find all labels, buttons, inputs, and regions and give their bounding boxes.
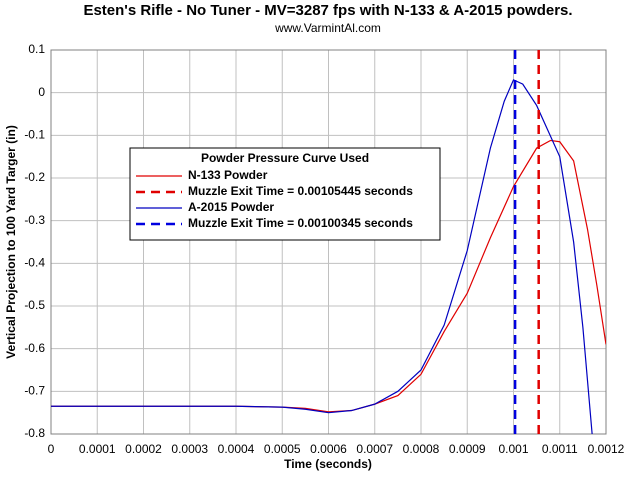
legend-label: A-2015 Powder (188, 200, 274, 214)
x-tick-label: 0.0006 (310, 442, 347, 456)
y-tick-label: -0.6 (24, 341, 45, 355)
x-tick-label: 0.0001 (79, 442, 116, 456)
y-tick-label: -0.2 (24, 170, 45, 184)
y-axis-label: Vertical Projection to 100 Yard Targer (… (4, 125, 18, 359)
x-tick-label: 0.0012 (588, 442, 625, 456)
y-tick-label: -0.3 (24, 213, 45, 227)
legend-label: Muzzle Exit Time = 0.00105445 seconds (188, 184, 413, 198)
x-tick-label: 0.0009 (449, 442, 486, 456)
x-axis-label: Time (seconds) (284, 457, 372, 471)
y-tick-label: 0 (38, 85, 45, 99)
x-tick-label: 0.0007 (356, 442, 393, 456)
x-tick-label: 0 (48, 442, 55, 456)
y-tick-label: -0.1 (24, 128, 45, 142)
legend-label: N-133 Powder (188, 168, 268, 182)
y-tick-label: -0.5 (24, 298, 45, 312)
y-tick-label: 0.1 (28, 42, 45, 56)
legend-label: Muzzle Exit Time = 0.00100345 seconds (188, 216, 413, 230)
y-tick-label: -0.7 (24, 384, 45, 398)
chart-title: Esten's Rifle - No Tuner - MV=3287 fps w… (83, 2, 572, 19)
x-tick-label: 0.0002 (125, 442, 162, 456)
legend-title: Powder Pressure Curve Used (201, 151, 369, 165)
x-tick-label: 0.0003 (171, 442, 208, 456)
x-tick-label: 0.001 (498, 442, 528, 456)
y-tick-label: -0.8 (24, 426, 45, 440)
x-tick-label: 0.0005 (264, 442, 301, 456)
y-tick-label: -0.4 (24, 256, 45, 270)
x-tick-label: 0.0011 (542, 442, 578, 456)
x-tick-label: 0.0004 (218, 442, 255, 456)
x-tick-label: 0.0008 (403, 442, 440, 456)
plot-frame (50, 49, 607, 435)
line-series (51, 79, 593, 434)
chart-subtitle: www.VarmintAl.com (274, 21, 381, 35)
